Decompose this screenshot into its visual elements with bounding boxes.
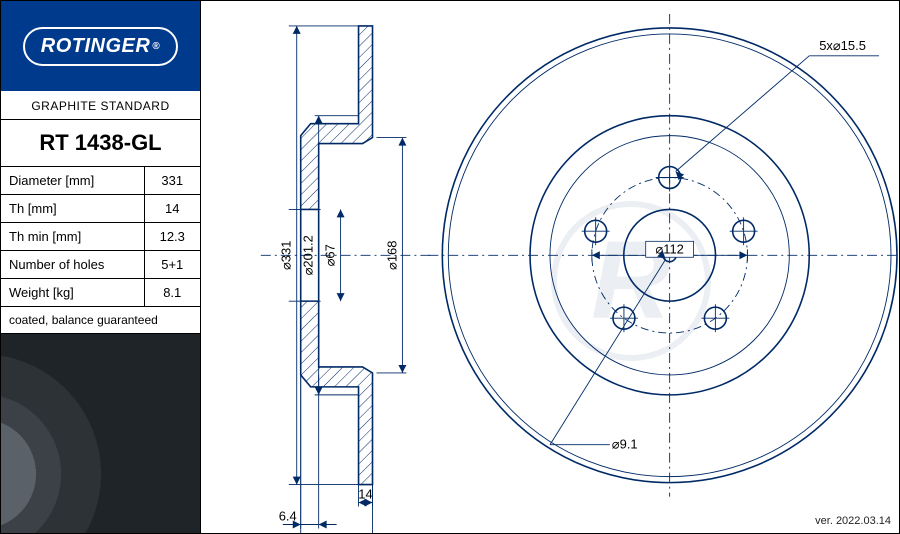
page-frame: ROTINGER® GRAPHITE STANDARD RT 1438-GL D… xyxy=(0,0,900,534)
spec-value: 12.3 xyxy=(144,223,200,251)
spec-value: 14 xyxy=(144,195,200,223)
table-row: Diameter [mm]331 xyxy=(1,167,200,195)
table-row: Th min [mm]12.3 xyxy=(1,223,200,251)
svg-text:14: 14 xyxy=(358,487,372,502)
drawing-svg: ⌀331⌀201.2⌀67⌀168146.439.6⌀1125x⌀15.5⌀9.… xyxy=(201,1,899,533)
version-label: ver. 2022.03.14 xyxy=(815,515,891,527)
product-photo xyxy=(1,333,200,533)
spec-value: 5+1 xyxy=(144,251,200,279)
logo-block: ROTINGER® xyxy=(1,1,200,91)
part-number: RT 1438-GL xyxy=(1,120,200,167)
spec-label: Diameter [mm] xyxy=(1,167,144,195)
spec-label: Number of holes xyxy=(1,251,144,279)
svg-text:6.4: 6.4 xyxy=(279,509,297,524)
table-row: Number of holes5+1 xyxy=(1,251,200,279)
svg-text:⌀331: ⌀331 xyxy=(279,241,294,270)
svg-text:⌀67: ⌀67 xyxy=(323,244,338,266)
svg-text:⌀9.1: ⌀9.1 xyxy=(612,437,638,452)
spec-label: Th [mm] xyxy=(1,195,144,223)
spec-value: 331 xyxy=(144,167,200,195)
logo-text: ROTINGER xyxy=(41,35,151,58)
technical-drawing: R ⌀331⌀201.2⌀67⌀168146.439.6⌀1125x⌀15.5⌀… xyxy=(201,1,899,533)
svg-text:⌀201.2: ⌀201.2 xyxy=(301,235,316,275)
sidebar: ROTINGER® GRAPHITE STANDARD RT 1438-GL D… xyxy=(1,1,201,533)
registered-symbol: ® xyxy=(152,41,160,52)
spec-table: Diameter [mm]331 Th [mm]14 Th min [mm]12… xyxy=(1,167,200,307)
spec-label: Weight [kg] xyxy=(1,279,144,307)
note: coated, balance guaranteed xyxy=(1,307,200,333)
svg-text:⌀168: ⌀168 xyxy=(384,241,399,270)
svg-text:39.6: 39.6 xyxy=(324,530,349,533)
table-row: Weight [kg]8.1 xyxy=(1,279,200,307)
table-row: Th [mm]14 xyxy=(1,195,200,223)
svg-text:5x⌀15.5: 5x⌀15.5 xyxy=(819,38,866,53)
product-line: GRAPHITE STANDARD xyxy=(1,91,200,120)
spec-label: Th min [mm] xyxy=(1,223,144,251)
spec-value: 8.1 xyxy=(144,279,200,307)
brand-logo: ROTINGER® xyxy=(23,27,178,66)
